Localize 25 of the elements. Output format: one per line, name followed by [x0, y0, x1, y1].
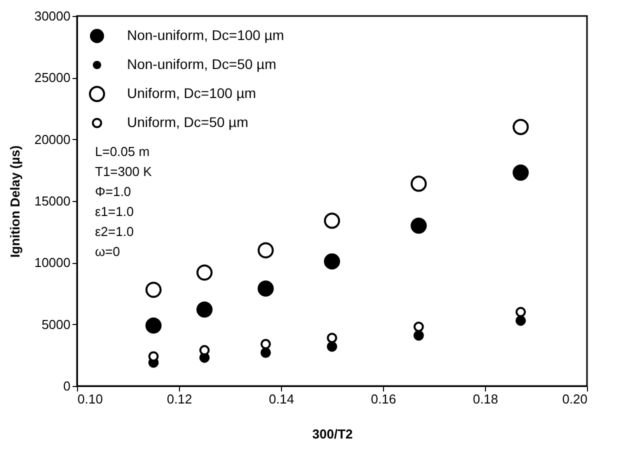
x-tick-label: 0.14 [268, 392, 294, 406]
x-axis-title: 300/T2 [312, 426, 353, 442]
x-tick-label: 0.20 [562, 392, 588, 406]
legend-label: Non-uniform, Dc=50 µm [127, 56, 276, 72]
y-axis-title: Ignition Delay (µs) [7, 145, 22, 258]
legend-label: Uniform, Dc=100 µm [127, 85, 256, 101]
annotation: ε2=1.0 [95, 224, 134, 239]
annotation: ε1=1.0 [95, 204, 134, 219]
annotation: T1=300 K [95, 164, 152, 179]
x-tick-label: 0.10 [78, 392, 103, 406]
x-tick-label: 0.16 [370, 392, 396, 406]
y-tick-label: 20000 [34, 132, 70, 147]
y-tick-label: 10000 [34, 255, 70, 270]
x-tick-label: 0.18 [472, 392, 498, 406]
y-tick-label: 25000 [34, 70, 70, 86]
x-tick-label: 0.12 [166, 392, 192, 406]
annotation: L=0.05 m [95, 144, 150, 159]
y-tick-label: 30000 [34, 8, 70, 24]
legend-label: Uniform, Dc=50 µm [127, 114, 248, 130]
legend-label: Non-uniform, Dc=100 µm [127, 27, 284, 43]
annotation: Φ=1.0 [95, 184, 132, 199]
annotation: ω=0 [95, 244, 120, 259]
y-tick-label: 15000 [34, 194, 70, 208]
y-tick-label: 5000 [42, 316, 70, 332]
y-tick-label: 0 [63, 378, 70, 394]
